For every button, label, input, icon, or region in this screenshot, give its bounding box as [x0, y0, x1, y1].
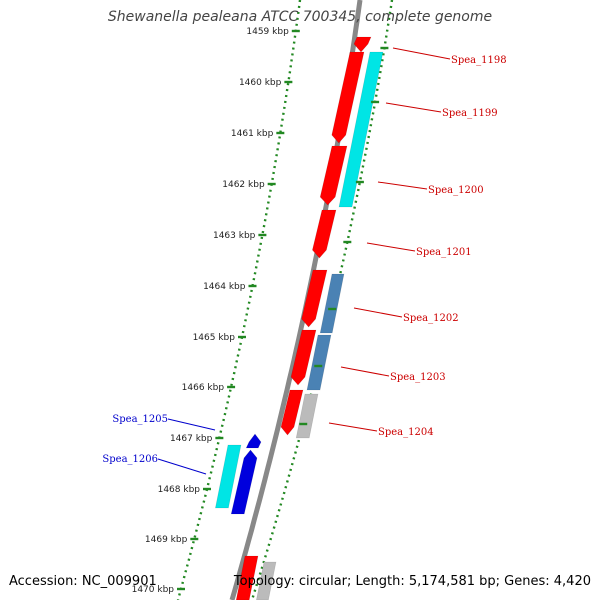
gene-label-spea-1204: Spea_1204: [378, 427, 434, 438]
gene-leader-line: [366, 242, 416, 252]
gene-leader-line: [353, 307, 403, 318]
gene-leader-line: [328, 422, 378, 432]
scale-label: 1469 kbp: [145, 535, 188, 545]
accession-text: Accession: NC_009901: [9, 574, 157, 589]
feature-gray-b: [256, 561, 277, 600]
feature-gray-a: [295, 393, 319, 439]
gene-block-spea-1204: [280, 389, 304, 436]
gene-leader-line: [385, 102, 442, 113]
scale-label: 1463 kbp: [213, 231, 256, 241]
feature-steel-b: [306, 334, 332, 391]
scale-label: 1465 kbp: [193, 333, 236, 343]
gene-block-spea-1198: [353, 36, 372, 53]
gene-block-spea-1202: [301, 269, 328, 328]
gene-label-spea-1206: Spea_1206: [102, 454, 158, 465]
gene-leader-line: [377, 181, 428, 190]
gene-leader-line: [167, 418, 216, 431]
gene-block-spea-1201: [312, 209, 337, 259]
gene-block-spea-1199: [331, 51, 365, 144]
scale-label: 1468 kbp: [158, 485, 201, 495]
gene-label-spea-1201: Spea_1201: [416, 247, 472, 258]
gene-label-spea-1199: Spea_1199: [442, 108, 498, 119]
gene-leader-line: [157, 458, 207, 475]
genome-summary-text: Topology: circular; Length: 5,174,581 bp…: [233, 574, 591, 589]
scale-label: 1467 kbp: [170, 434, 213, 444]
gene-block-spea-1205: [245, 433, 262, 449]
backbone-arc: [229, 0, 363, 600]
gene-block-spea-1206: [230, 449, 258, 515]
scale-label: 1462 kbp: [222, 180, 265, 190]
gene-label-spea-1203: Spea_1203: [390, 372, 446, 383]
gene-label-spea-1200: Spea_1200: [428, 185, 484, 196]
scale-label: 1461 kbp: [231, 129, 274, 139]
scale-label: 1470 kbp: [132, 585, 175, 595]
feature-cyan-upper: [338, 51, 384, 208]
scale-label: 1464 kbp: [203, 282, 246, 292]
gene-label-spea-1198: Spea_1198: [451, 55, 507, 66]
feature-steel-a: [319, 273, 345, 334]
gene-block-spea-1203: [290, 329, 317, 386]
gene-leader-line: [340, 366, 390, 377]
gene-leader-line: [392, 47, 451, 60]
gene-block-next: [235, 555, 259, 600]
feature-cyan-lower: [215, 444, 242, 509]
scale-label: 1459 kbp: [246, 27, 289, 37]
gene-label-spea-1205: Spea_1205: [112, 414, 168, 425]
gene-label-spea-1202: Spea_1202: [403, 313, 459, 324]
scale-label: 1460 kbp: [239, 78, 282, 88]
gene-block-spea-1200: [319, 145, 348, 206]
map-title: Shewanella pealeana ATCC 700345, complet…: [107, 9, 493, 25]
scale-label: 1466 kbp: [182, 383, 225, 393]
